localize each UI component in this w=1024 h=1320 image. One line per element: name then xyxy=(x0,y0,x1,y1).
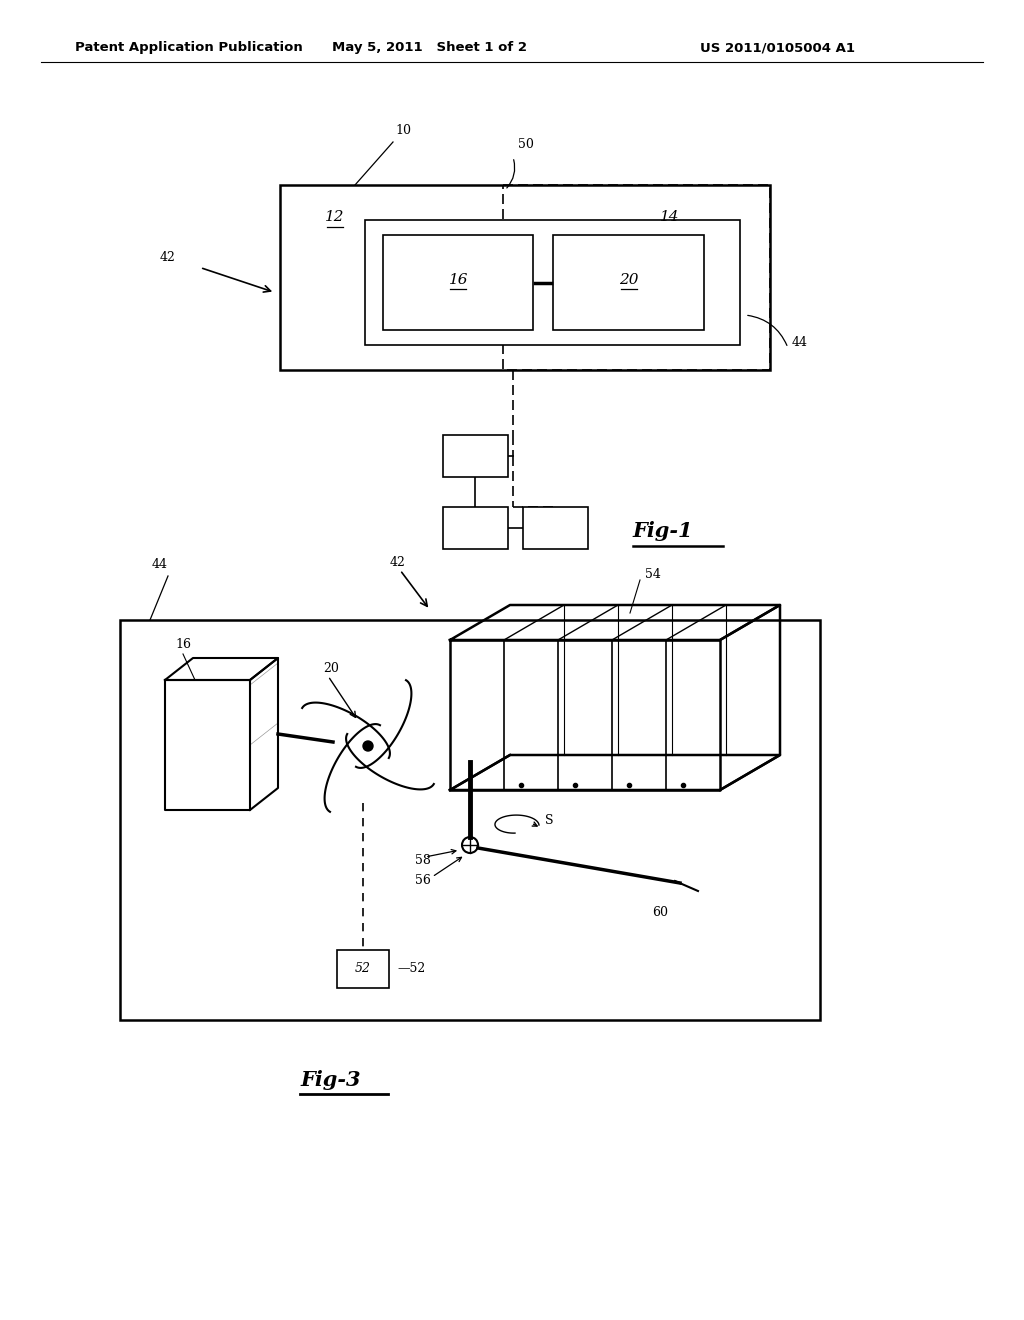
Text: 60: 60 xyxy=(652,907,668,920)
Bar xyxy=(443,436,508,477)
Bar xyxy=(383,235,534,330)
Text: 56: 56 xyxy=(415,874,431,887)
Bar xyxy=(443,507,508,549)
Text: 20: 20 xyxy=(618,272,638,286)
Text: 12: 12 xyxy=(326,210,345,224)
Text: 42: 42 xyxy=(390,556,406,569)
Text: May 5, 2011   Sheet 1 of 2: May 5, 2011 Sheet 1 of 2 xyxy=(333,41,527,54)
Text: S: S xyxy=(545,813,554,826)
Text: Patent Application Publication: Patent Application Publication xyxy=(75,41,303,54)
Text: US 2011/0105004 A1: US 2011/0105004 A1 xyxy=(700,41,855,54)
Text: 44: 44 xyxy=(792,335,808,348)
Text: 54: 54 xyxy=(645,569,660,582)
Text: Fig-1: Fig-1 xyxy=(633,521,693,541)
Bar xyxy=(120,620,820,1020)
Bar xyxy=(523,507,588,549)
Bar xyxy=(337,950,389,987)
Text: —52: —52 xyxy=(397,962,425,975)
Text: 14: 14 xyxy=(660,210,680,224)
Bar xyxy=(503,185,770,370)
Text: 10: 10 xyxy=(395,124,411,136)
Bar xyxy=(365,220,740,345)
Text: 42: 42 xyxy=(159,251,175,264)
Text: 52: 52 xyxy=(546,517,565,532)
Text: 64: 64 xyxy=(466,446,485,459)
Text: Fig-3: Fig-3 xyxy=(300,1071,360,1090)
Bar xyxy=(553,235,703,330)
Text: 62: 62 xyxy=(466,517,485,532)
Text: 44: 44 xyxy=(152,558,168,572)
Text: 52: 52 xyxy=(355,962,371,975)
Circle shape xyxy=(362,741,373,751)
Text: 50: 50 xyxy=(518,139,534,152)
Text: 16: 16 xyxy=(449,272,468,286)
Bar xyxy=(280,185,770,370)
Text: 20: 20 xyxy=(323,663,339,676)
Text: 16: 16 xyxy=(175,639,191,652)
Text: 58: 58 xyxy=(415,854,431,866)
